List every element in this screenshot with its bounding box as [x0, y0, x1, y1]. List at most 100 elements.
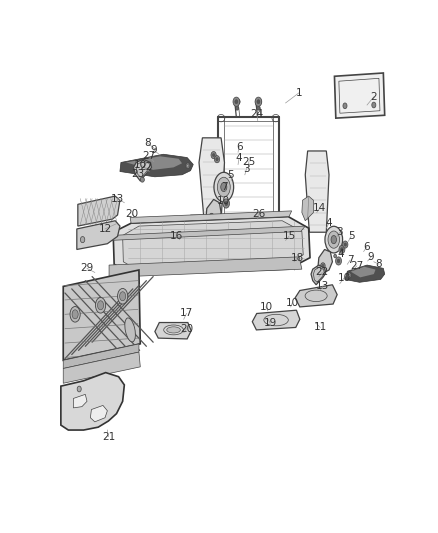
- Text: 22: 22: [316, 268, 329, 278]
- Text: 8: 8: [144, 138, 150, 148]
- Polygon shape: [63, 270, 140, 360]
- Ellipse shape: [214, 156, 219, 163]
- Ellipse shape: [211, 151, 216, 159]
- Ellipse shape: [257, 107, 260, 110]
- Ellipse shape: [322, 264, 324, 268]
- Polygon shape: [155, 322, 191, 339]
- Text: 7: 7: [347, 255, 353, 265]
- Ellipse shape: [328, 231, 339, 248]
- Ellipse shape: [233, 97, 240, 107]
- Polygon shape: [199, 138, 224, 221]
- Text: 27: 27: [142, 151, 156, 161]
- Polygon shape: [191, 215, 283, 221]
- Ellipse shape: [255, 97, 262, 107]
- Polygon shape: [311, 265, 325, 285]
- Ellipse shape: [187, 164, 189, 167]
- Ellipse shape: [372, 102, 376, 108]
- Ellipse shape: [140, 177, 145, 182]
- Polygon shape: [302, 196, 314, 221]
- Text: 10: 10: [134, 159, 147, 169]
- Text: 6: 6: [236, 142, 242, 152]
- Ellipse shape: [336, 257, 342, 265]
- Polygon shape: [252, 310, 300, 330]
- Polygon shape: [351, 266, 375, 277]
- Text: 9: 9: [151, 145, 157, 155]
- Polygon shape: [74, 394, 87, 408]
- Polygon shape: [335, 73, 385, 118]
- Text: 26: 26: [252, 209, 265, 219]
- Ellipse shape: [214, 172, 233, 202]
- Polygon shape: [90, 406, 107, 422]
- Ellipse shape: [120, 292, 126, 301]
- Ellipse shape: [217, 177, 230, 197]
- Text: 18: 18: [291, 253, 304, 263]
- Ellipse shape: [334, 254, 336, 258]
- Ellipse shape: [125, 318, 135, 342]
- Text: 7: 7: [221, 182, 228, 192]
- Polygon shape: [110, 226, 305, 240]
- Ellipse shape: [343, 241, 348, 248]
- Ellipse shape: [77, 386, 81, 392]
- Ellipse shape: [321, 263, 325, 269]
- Ellipse shape: [224, 202, 227, 206]
- Text: 11: 11: [314, 322, 327, 333]
- Ellipse shape: [235, 100, 238, 104]
- Ellipse shape: [223, 199, 230, 208]
- Ellipse shape: [331, 236, 336, 244]
- Text: 20: 20: [180, 324, 193, 334]
- Ellipse shape: [167, 327, 180, 333]
- Ellipse shape: [339, 245, 345, 254]
- Text: 4: 4: [338, 248, 344, 259]
- Ellipse shape: [337, 259, 340, 263]
- Text: 5: 5: [227, 170, 234, 180]
- Polygon shape: [63, 344, 139, 368]
- Polygon shape: [109, 257, 302, 277]
- Ellipse shape: [70, 306, 80, 322]
- Text: 10: 10: [337, 273, 350, 283]
- Text: 6: 6: [364, 241, 371, 252]
- Polygon shape: [123, 221, 303, 271]
- Text: 10: 10: [259, 302, 272, 312]
- Polygon shape: [113, 216, 310, 274]
- Polygon shape: [206, 199, 221, 225]
- Polygon shape: [295, 285, 337, 307]
- Text: 17: 17: [180, 309, 193, 319]
- Ellipse shape: [225, 201, 228, 206]
- Text: 3: 3: [336, 227, 343, 237]
- Ellipse shape: [257, 100, 260, 104]
- Ellipse shape: [343, 103, 347, 109]
- Text: 4: 4: [326, 218, 332, 228]
- Text: 4: 4: [236, 154, 242, 163]
- Polygon shape: [78, 196, 120, 226]
- Text: 25: 25: [242, 157, 255, 167]
- Polygon shape: [318, 249, 332, 273]
- Text: 12: 12: [99, 224, 112, 234]
- Text: 20: 20: [126, 209, 139, 219]
- Ellipse shape: [341, 248, 343, 251]
- Text: 23: 23: [131, 169, 145, 179]
- Ellipse shape: [216, 158, 218, 161]
- Text: 3: 3: [243, 164, 250, 174]
- Text: 22: 22: [139, 163, 152, 172]
- Ellipse shape: [95, 297, 106, 313]
- Text: 13: 13: [316, 281, 329, 292]
- Ellipse shape: [255, 99, 261, 104]
- Text: 16: 16: [170, 230, 183, 240]
- Polygon shape: [63, 352, 140, 383]
- Text: 24: 24: [250, 109, 263, 119]
- Ellipse shape: [212, 154, 215, 157]
- Text: 8: 8: [376, 259, 382, 269]
- Text: 21: 21: [102, 432, 115, 442]
- Text: 27: 27: [350, 261, 364, 271]
- Ellipse shape: [325, 227, 343, 253]
- Polygon shape: [120, 154, 193, 177]
- Ellipse shape: [209, 213, 214, 220]
- Ellipse shape: [349, 274, 350, 277]
- Polygon shape: [77, 221, 120, 249]
- Ellipse shape: [235, 107, 239, 110]
- Ellipse shape: [117, 288, 128, 304]
- Text: 19: 19: [264, 318, 277, 328]
- Text: 10: 10: [216, 197, 230, 206]
- Polygon shape: [134, 159, 152, 181]
- Text: 9: 9: [368, 252, 374, 262]
